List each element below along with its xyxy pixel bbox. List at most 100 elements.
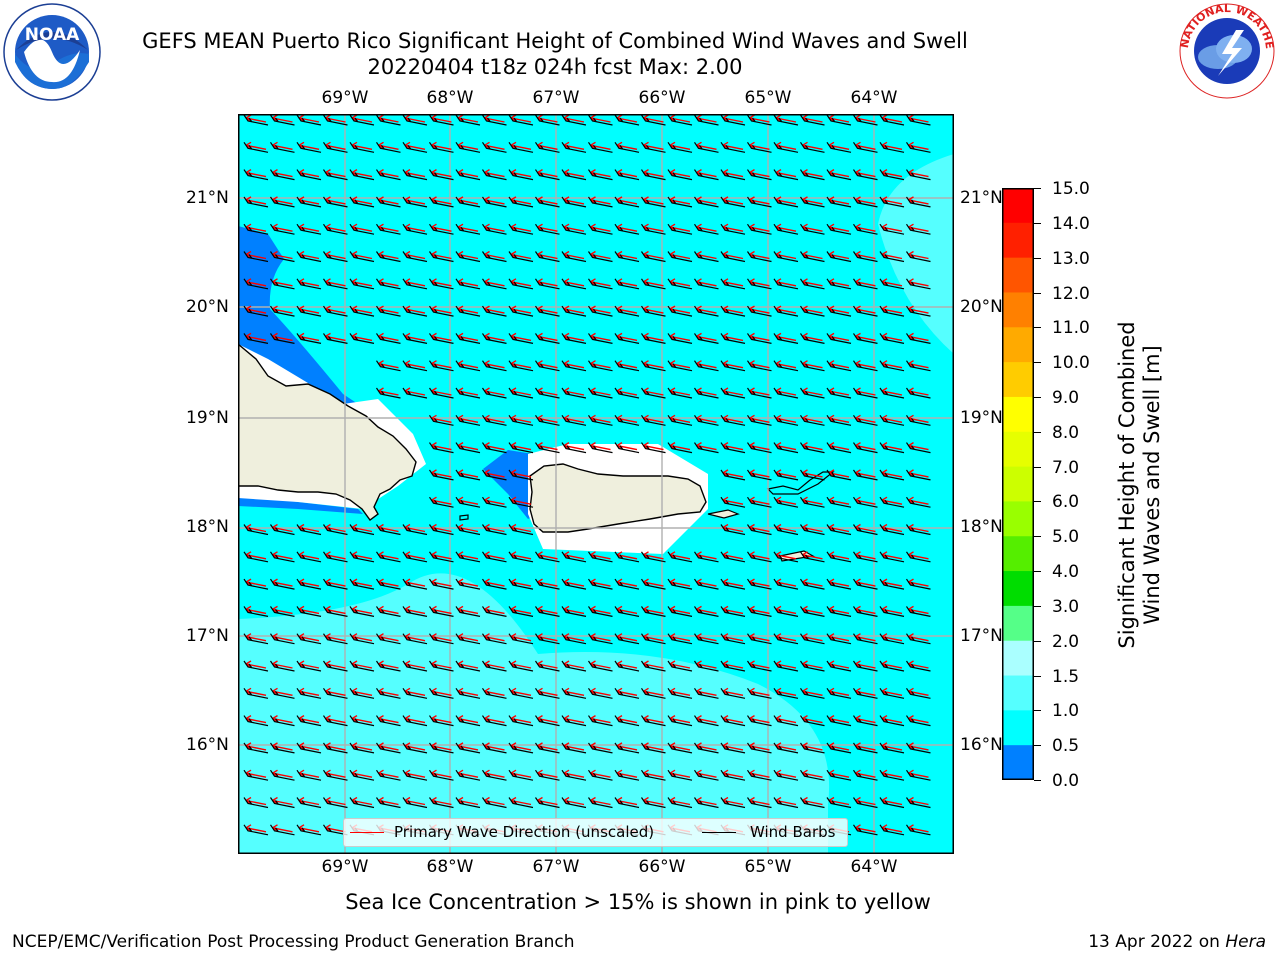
wind-barb <box>270 578 295 590</box>
wind-barb <box>429 196 454 208</box>
wind-barb <box>296 305 322 317</box>
wind-barb <box>826 169 852 181</box>
wind-barb <box>323 333 348 344</box>
wind-barb <box>641 196 666 208</box>
wind-barb <box>429 769 454 781</box>
wind-barb <box>641 169 666 181</box>
legend-wind-barb-label: Wind Barbs <box>750 823 836 841</box>
wind-barb <box>614 715 640 727</box>
wind-barb <box>376 114 401 126</box>
lon-label-bottom-64w: 64°W <box>850 857 898 877</box>
wind-barb <box>376 223 401 235</box>
colorbar-tick-label: 13.0 <box>1052 248 1090 269</box>
wind-barb <box>270 114 295 126</box>
wind-barb <box>270 141 295 153</box>
wind-barb <box>667 196 693 208</box>
wind-barb <box>243 251 269 263</box>
wind-barb <box>429 387 454 399</box>
colorbar-tick-mark <box>1034 675 1041 677</box>
wind-barb <box>826 387 852 399</box>
wind-barb <box>376 687 401 699</box>
wind-barb <box>773 606 799 617</box>
wind-barb <box>296 633 322 645</box>
wind-barb <box>879 524 905 536</box>
wind-barb <box>747 442 772 454</box>
wind-barb <box>561 333 587 344</box>
wind-barb <box>667 114 693 126</box>
wind-barb <box>561 169 587 181</box>
wind-barb <box>879 496 905 508</box>
wind-barb <box>588 578 613 590</box>
wind-barb <box>773 769 799 781</box>
wind-barb <box>800 360 825 372</box>
wind-barb <box>800 442 825 454</box>
colorbar-tick-label: 6.0 <box>1052 492 1080 513</box>
wind-barb <box>296 742 322 754</box>
wind-barb <box>243 196 269 208</box>
wind-barb <box>243 824 269 836</box>
wind-barb <box>826 551 852 563</box>
wind-barb <box>614 141 640 153</box>
wind-barb <box>747 414 772 426</box>
wind-barb <box>323 742 348 754</box>
wind-barb <box>879 469 905 481</box>
wind-barb <box>853 387 878 399</box>
wind-barb <box>376 333 401 344</box>
wind-barb <box>773 742 799 754</box>
wind-barb <box>429 278 454 290</box>
wind-barb <box>879 333 905 344</box>
wind-barb <box>694 251 719 263</box>
wind-barb <box>243 305 269 317</box>
wind-barb <box>694 114 719 126</box>
colorbar-tick-mark <box>1034 222 1041 224</box>
wind-barb <box>667 606 693 617</box>
wind-barb <box>720 769 746 781</box>
wind-barb <box>296 114 322 126</box>
wind-barb <box>773 442 799 454</box>
wind-barb <box>641 333 666 344</box>
wind-barb <box>482 715 507 727</box>
wind-barb <box>270 606 295 617</box>
wind-barb <box>561 687 587 699</box>
wind-barb <box>561 414 587 426</box>
wind-barb <box>879 278 905 290</box>
map-canvas <box>238 114 954 854</box>
wind-barb <box>535 223 560 235</box>
wind-barb <box>588 251 613 263</box>
wind-barb <box>720 797 746 809</box>
wind-barb <box>482 414 507 426</box>
wind-barb <box>588 223 613 235</box>
wind-barb <box>296 551 322 563</box>
wind-barb <box>720 114 746 126</box>
wind-barb <box>853 333 878 344</box>
wind-barb <box>323 824 348 836</box>
wind-barb <box>323 114 348 126</box>
wind-barb <box>773 223 799 235</box>
wind-barb <box>720 633 746 645</box>
wind-barb <box>508 715 534 727</box>
wind-barb <box>429 305 454 317</box>
wind-barb <box>561 442 587 454</box>
wind-barb <box>826 141 852 153</box>
wind-barb <box>800 114 825 126</box>
wind-barb <box>906 742 931 754</box>
wind-barb <box>455 360 481 372</box>
wind-barb <box>800 578 825 590</box>
wind-barb <box>508 606 534 617</box>
wind-barb <box>773 578 799 590</box>
wind-barb <box>667 660 693 672</box>
noaa-logo: NOAA <box>2 2 102 102</box>
wind-barb <box>667 360 693 372</box>
wind-barb <box>800 715 825 727</box>
wind-barb <box>826 769 852 781</box>
wind-barb <box>508 551 534 563</box>
wind-barb <box>243 141 269 153</box>
wind-barb <box>694 414 719 426</box>
wind-barb <box>667 551 693 563</box>
wind-barb <box>773 524 799 536</box>
wind-barb <box>482 742 507 754</box>
wind-barb <box>508 442 534 454</box>
wind-barb <box>429 414 454 426</box>
colorbar-tick-label: 1.0 <box>1052 701 1080 722</box>
wind-barb <box>296 578 322 590</box>
